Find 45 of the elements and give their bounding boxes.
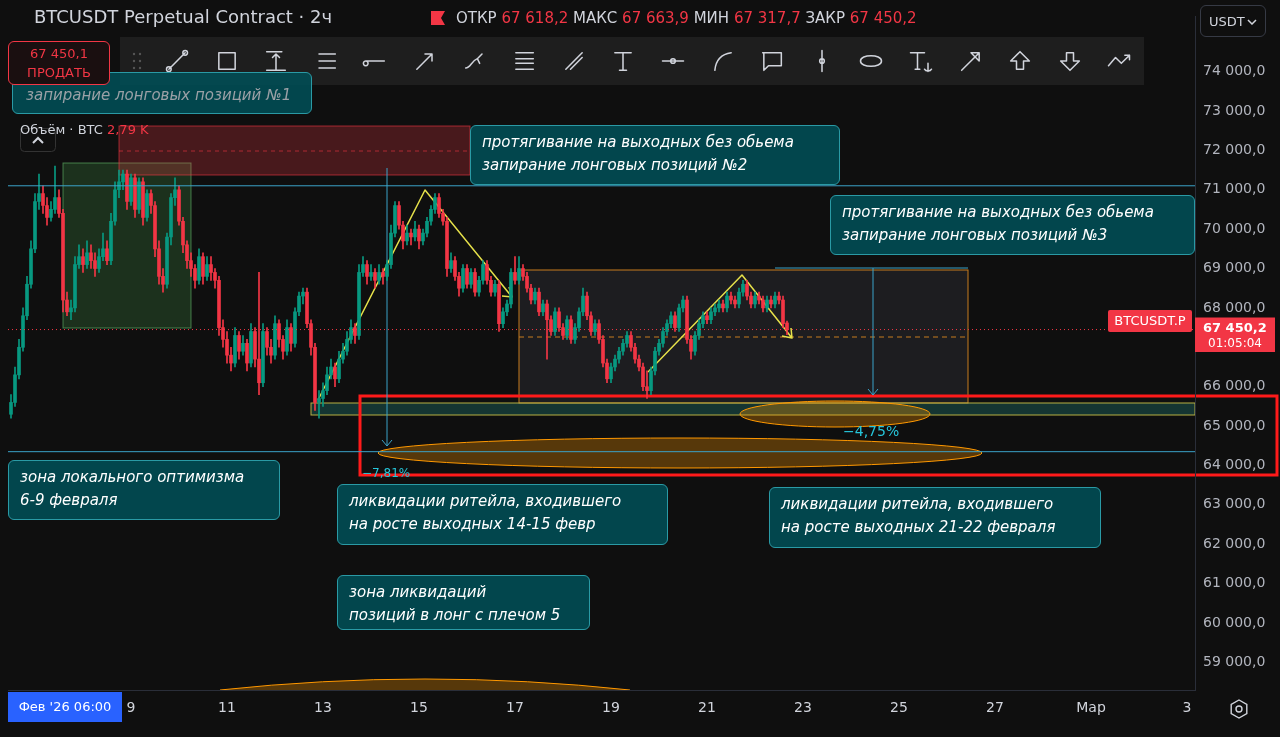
x-tick-label: 17	[506, 699, 524, 716]
y-tick-label: 59 000,0	[1203, 653, 1266, 670]
y-tick-label: 64 000,0	[1203, 456, 1266, 473]
x-tick-label: 19	[602, 699, 620, 716]
y-tick-label: 68 000,0	[1203, 298, 1266, 315]
y-tick-label: 65 000,0	[1203, 416, 1266, 433]
annotation: 67 450,1 ПРОДАТЬ	[9, 44, 109, 82]
x-tick-label: 9	[126, 699, 136, 716]
y-tick-label: 71 000,0	[1203, 180, 1266, 197]
x-tick-label: 23	[794, 699, 812, 716]
ref-line-label: 67 450,2	[1203, 319, 1267, 335]
annotation: Объём · BTC 2,79 K	[20, 122, 149, 137]
x-tick-label: 21	[698, 699, 716, 716]
annotation: зона локального оптимизма 6-9 февраля	[20, 467, 246, 511]
annotation: −4,75%	[843, 423, 900, 439]
text: 01:05:04	[1195, 335, 1275, 352]
annotation: протягивание на выходных без обьема запирание лонговых позиций №2	[482, 132, 795, 176]
annotation: ликвидации ритейла, входившего на росте выходных 14-15 февр	[349, 491, 623, 535]
chart-subtitle: ОТКР 67 618,2 МАКС 67 663,9 МИН 67 317,7 ЗАКР 67 450,2	[456, 9, 917, 27]
x-tick-label: Мар	[1076, 699, 1106, 716]
y-tick-label: 73 000,0	[1203, 101, 1266, 118]
y-tick-label: 61 000,0	[1203, 574, 1266, 591]
annotation: протягивание на выходных без обьема запирание лонговых позиций №3	[842, 202, 1155, 246]
annotation: запирание лонговых позиций №1	[26, 85, 293, 106]
chart-title: BTCUSDT Perpetual Contract · 2ч	[34, 6, 333, 27]
y-tick-label: 70 000,0	[1203, 219, 1266, 236]
y-tick-label: 66 000,0	[1203, 377, 1266, 394]
x-tick-label: 25	[890, 699, 908, 716]
y-tick-label: 74 000,0	[1203, 62, 1266, 79]
y-tick-label: 69 000,0	[1203, 259, 1266, 276]
annotation: ликвидации ритейла, входившего на росте выходных 21-22 февраля	[781, 494, 1057, 538]
y-tick-label: 62 000,0	[1203, 534, 1266, 551]
x-tick-label: 15	[410, 699, 428, 716]
x-tick-label: 11	[218, 699, 236, 716]
x-tick-label: 27	[986, 699, 1004, 716]
y-tick-label: 63 000,0	[1203, 495, 1266, 512]
x-tick-label: 3	[1182, 699, 1192, 716]
x-tick-label: 13	[314, 699, 332, 716]
y-tick-label: 72 000,0	[1203, 140, 1266, 157]
annotation: зона ликвидаций позиций в лонг с плечом 5	[349, 582, 562, 626]
annotation: BTCUSDT.P	[1108, 310, 1192, 332]
text: Фев '26 06:00	[8, 692, 122, 722]
annotation: −7,81%	[362, 466, 411, 480]
text: USDT	[1200, 5, 1266, 37]
y-tick-label: 60 000,0	[1203, 613, 1266, 630]
